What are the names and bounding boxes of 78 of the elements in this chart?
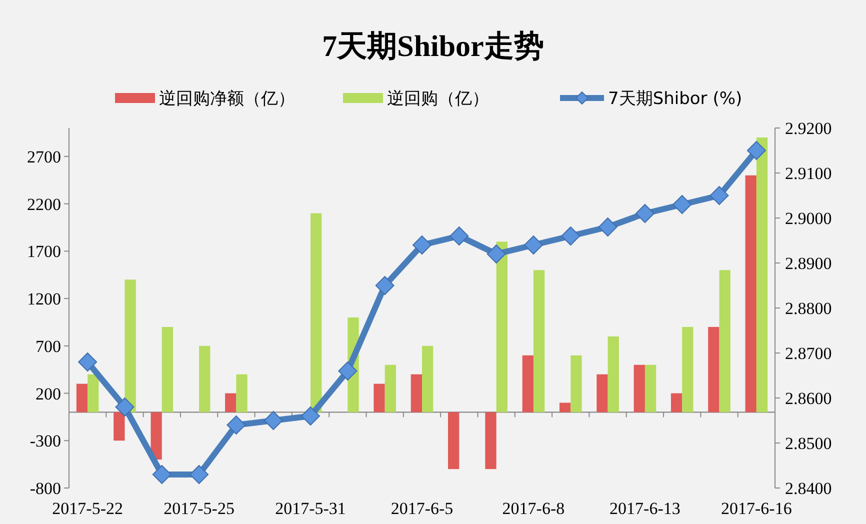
legend-label: 7天期Shibor (%) — [608, 89, 742, 109]
point — [486, 244, 506, 264]
y-tick-label: -300 — [30, 432, 61, 451]
y-tick-label: 200 — [36, 384, 61, 404]
bar — [596, 374, 608, 412]
x-tick-label: 2017-6-8 — [502, 499, 565, 518]
point — [78, 352, 98, 372]
bar — [608, 336, 619, 412]
y2-tick-label: 2.9100 — [785, 164, 832, 183]
y-tick-label: 1700 — [27, 242, 61, 262]
bar — [682, 326, 694, 412]
legend-label: 逆回购净额（亿） — [159, 89, 295, 109]
bar — [448, 412, 460, 470]
y-tick-label: -800 — [30, 479, 61, 498]
bar — [162, 326, 174, 412]
y-tick-label: 700 — [36, 336, 61, 356]
bar — [670, 393, 682, 412]
point — [710, 186, 729, 205]
bar — [114, 412, 125, 441]
y2-tick-label: 2.8800 — [785, 299, 832, 318]
point — [561, 226, 580, 246]
point — [450, 226, 469, 246]
point — [301, 406, 320, 426]
point — [524, 236, 543, 254]
point — [375, 276, 394, 295]
point — [746, 141, 766, 160]
x-tick-label: 2017-6-16 — [721, 499, 792, 518]
point — [672, 195, 692, 214]
point — [115, 398, 134, 416]
point — [338, 362, 358, 380]
bar — [496, 242, 508, 412]
bar — [644, 364, 656, 412]
bar — [310, 213, 322, 412]
bar — [124, 280, 136, 412]
y2-tick-label: 2.8400 — [785, 479, 832, 498]
bar — [236, 374, 248, 412]
point — [152, 465, 172, 484]
x-tick-label: 2017-6-5 — [390, 499, 454, 518]
y2-tick-label: 2.8500 — [785, 434, 832, 453]
bar — [150, 412, 162, 460]
x-tick-label: 2017-6-13 — [610, 499, 680, 518]
bar — [374, 384, 385, 412]
x-tick-label: 2017-5-25 — [164, 499, 234, 518]
chart-title: 7天期Shibor走势 — [322, 30, 544, 63]
bar — [756, 137, 768, 412]
point — [264, 411, 283, 430]
legend-label: 逆回购（亿） — [387, 89, 489, 109]
point — [635, 204, 654, 223]
bar — [225, 393, 236, 412]
x-tick-label: 2017-5-22 — [52, 499, 123, 518]
y2-tick-label: 2.8700 — [785, 344, 832, 363]
y-tick-label: 2700 — [27, 147, 61, 166]
point — [598, 218, 618, 236]
bar — [522, 355, 534, 412]
bar — [422, 346, 434, 412]
bar — [719, 270, 730, 412]
y2-tick-label: 2.9200 — [785, 119, 832, 138]
point — [190, 465, 209, 484]
x-tick-label: 2017-5-31 — [275, 499, 346, 518]
bar — [485, 412, 496, 470]
bar — [199, 346, 210, 412]
y2-tick-label: 2.9000 — [785, 209, 832, 228]
bar — [634, 364, 645, 412]
y-tick-label: 2200 — [27, 194, 61, 214]
bar — [88, 374, 99, 412]
bar — [76, 384, 88, 412]
bar — [708, 326, 720, 412]
bar — [384, 364, 396, 412]
bar — [745, 175, 756, 412]
bar — [410, 374, 422, 412]
y2-tick-label: 2.8900 — [785, 254, 832, 273]
bar — [533, 270, 545, 412]
point — [412, 236, 432, 254]
point — [226, 416, 246, 434]
y-tick-label: 1200 — [27, 290, 61, 309]
bar — [570, 355, 582, 412]
bar — [559, 402, 571, 412]
y2-tick-label: 2.8600 — [785, 389, 832, 408]
